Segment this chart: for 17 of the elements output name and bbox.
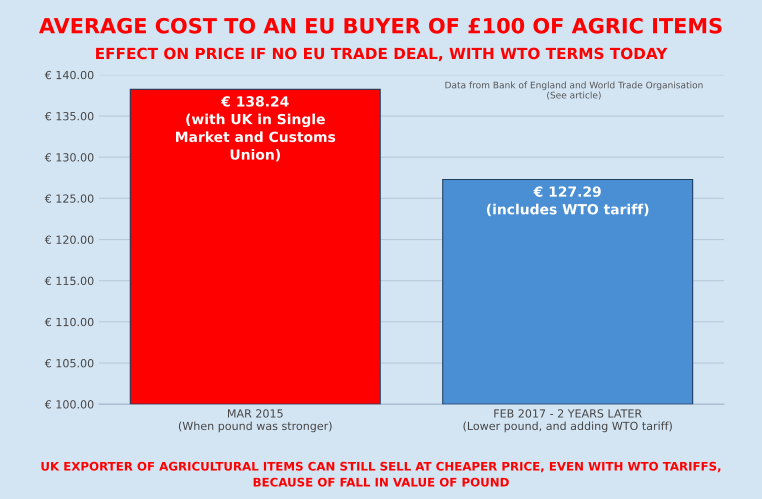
y-tick-label: € 120.00 [44, 235, 94, 244]
text: UK EXPORTER OF AGRICULTURAL ITEMS CAN STILL SELL AT CHEAPER PRICE, EVEN WITH WTO TARIFFS, BECAUSE OF FALL IN VALUE OF POUND [41, 462, 720, 487]
x-tick-label: FEB 2017 - 2 YEARS LATER (Lower pound, and adding WTO tariff) [463, 409, 672, 432]
y-tick-label: € 135.00 [44, 112, 94, 120]
y-tick-label: € 140.00 [44, 70, 94, 80]
annotation: Data from Bank of England and World Trade Organisation (See article) [445, 81, 703, 100]
chart-subtitle: EFFECT ON PRICE IF NO EU TRADE DEAL, WITH WTO TERMS TODAY [96, 48, 668, 62]
y-tick-label: € 110.00 [44, 318, 94, 326]
y-tick-label: € 115.00 [44, 276, 94, 286]
chart-title: AVERAGE COST TO AN EU BUYER OF £100 OF AGRIC ITEMS [39, 18, 722, 34]
data-label: € 127.29 (includes WTO tariff) [486, 186, 648, 216]
data-label: € 138.24 (with UK in Single Market and Customs Union) [176, 96, 336, 162]
y-tick-label: € 100.00 [44, 400, 94, 409]
y-tick-label: € 130.00 [44, 153, 94, 162]
x-tick-label: MAR 2015 (When pound was stronger) [178, 409, 332, 432]
y-tick-label: € 125.00 [44, 194, 94, 203]
y-tick-label: € 105.00 [44, 358, 94, 368]
